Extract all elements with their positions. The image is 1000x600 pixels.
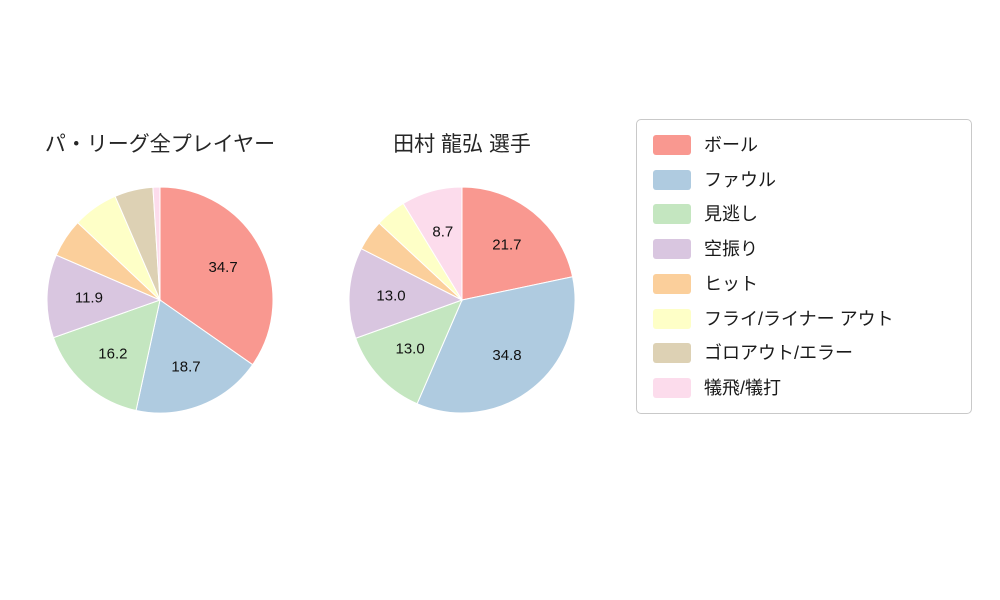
pie-slice (416, 276, 576, 414)
legend-swatch (653, 169, 691, 190)
chart-title-right: 田村 龍弘 選手 (393, 133, 531, 156)
pie-slice (46, 254, 162, 339)
legend-label: ヒット (704, 273, 758, 294)
legend-swatch (653, 273, 691, 294)
legend-swatch (653, 204, 691, 225)
legend-item: 犠飛/犠打 (653, 377, 955, 398)
legend-item: 見逃し (653, 204, 955, 225)
legend-label: ボール (704, 135, 758, 155)
legend-swatch (653, 135, 691, 155)
legend-swatch (653, 239, 691, 260)
legend-label: ファウル (704, 169, 776, 190)
pie-slice-value-label: 34.8 (492, 347, 521, 364)
legend-label: ゴロアウト/エラー (704, 343, 854, 364)
pie-slice (402, 186, 463, 302)
pie-slice (52, 299, 161, 412)
legend: ボールファウル見逃し空振りヒットフライ/ライナー アウト ゴロアウト/エラー 犠飛/… (636, 119, 972, 414)
pie-slice-value-label: 8.7 (432, 224, 453, 241)
pie-slice (152, 186, 161, 301)
pie-chart-left: 34.7 18.7 16.2 11.9 (46, 186, 274, 414)
legend-item: ゴロアウト/エラー (653, 343, 955, 364)
legend-label: 空振り (704, 239, 758, 260)
pie-slice (159, 186, 274, 366)
legend-swatch (653, 377, 691, 398)
legend-item: ファウル (653, 169, 955, 190)
legend-swatch (653, 308, 691, 329)
legend-label: フライ/ライナー アウト (704, 308, 894, 329)
legend-item: ヒット (653, 273, 955, 294)
pie-slice (348, 248, 464, 339)
pie-chart-right: 21.7 34.8 13.0 13.0 8.7 (348, 186, 576, 414)
pie-slice (355, 299, 463, 405)
legend-label: 犠飛/犠打 (704, 377, 782, 398)
chart-title-left: パ・リーグ全プレイヤー (44, 133, 276, 156)
pie-slice-value-label: 34.7 (208, 259, 237, 276)
pie-slice-value-label: 13.0 (376, 288, 405, 305)
pie-slice-value-label: 18.7 (171, 358, 200, 375)
pie-slice (461, 186, 574, 301)
pie-slice (135, 299, 254, 414)
legend-item: フライ/ライナー アウト (653, 308, 955, 329)
legend-label: 見逃し (704, 204, 758, 225)
pie-slice-value-label: 21.7 (492, 237, 521, 254)
legend-swatch (653, 343, 691, 364)
legend-item: ボール (653, 135, 955, 155)
pie-slice-value-label: 16.2 (98, 345, 127, 362)
pie-slice-value-label: 11.9 (75, 290, 103, 307)
legend-item: 空振り (653, 239, 955, 260)
pie-slice-value-label: 13.0 (395, 341, 424, 358)
